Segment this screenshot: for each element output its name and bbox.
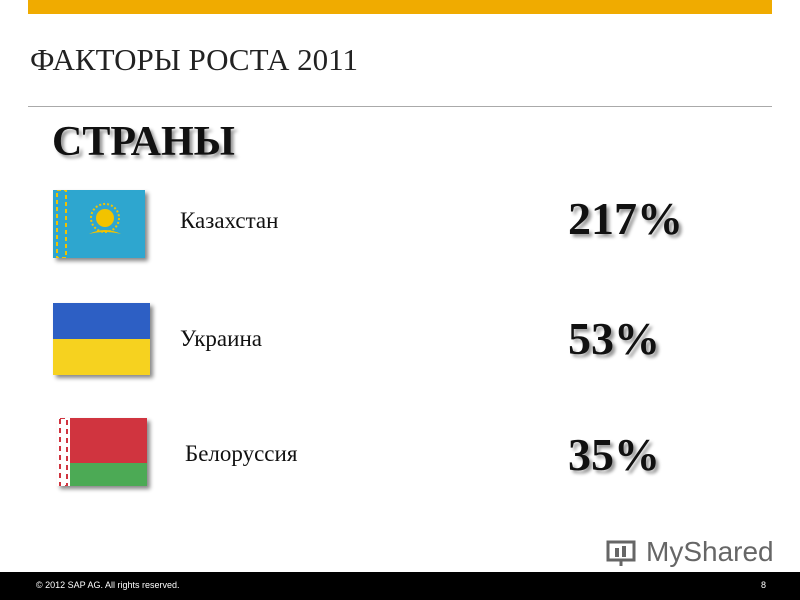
flag-kazakhstan (53, 190, 145, 258)
country-name: Украина (180, 326, 262, 351)
footer-bar (0, 572, 800, 600)
flag-belarus (57, 418, 147, 486)
section-title: СТРАНЫ (52, 119, 235, 165)
watermark-icon (606, 540, 636, 566)
country-name: Казахстан (180, 208, 279, 233)
flag-ukraine (53, 303, 150, 375)
growth-value: 35% (568, 429, 660, 480)
divider (28, 106, 772, 107)
top-bar (28, 0, 772, 14)
country-name: Белоруссия (185, 441, 298, 466)
growth-value: 53% (568, 313, 660, 364)
watermark: MyShared (646, 536, 774, 567)
page-number: 8 (760, 580, 766, 590)
copyright: © 2012 SAP AG. All rights reserved. (36, 580, 180, 590)
slide-title: ФАКТОРЫ РОСТА 2011 (30, 42, 358, 77)
growth-value: 217% (568, 193, 683, 244)
